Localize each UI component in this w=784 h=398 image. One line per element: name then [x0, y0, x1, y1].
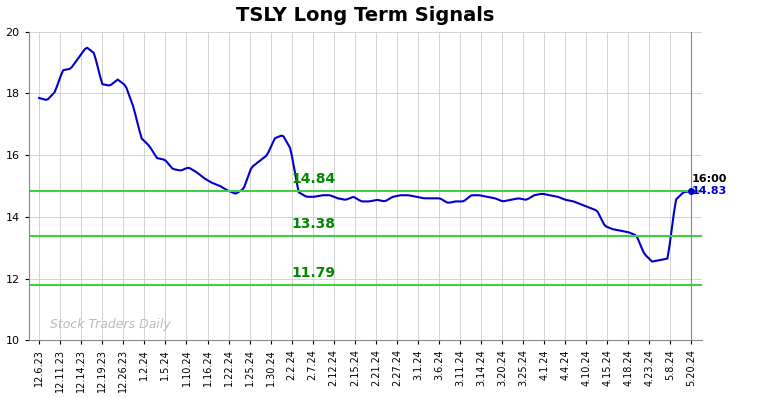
Text: 11.79: 11.79 [291, 266, 335, 281]
Text: 14.84: 14.84 [291, 172, 336, 186]
Text: Stock Traders Daily: Stock Traders Daily [49, 318, 170, 331]
Text: 16:00: 16:00 [691, 174, 727, 184]
Title: TSLY Long Term Signals: TSLY Long Term Signals [236, 6, 495, 25]
Text: 13.38: 13.38 [291, 217, 335, 231]
Text: 14.83: 14.83 [691, 186, 727, 196]
